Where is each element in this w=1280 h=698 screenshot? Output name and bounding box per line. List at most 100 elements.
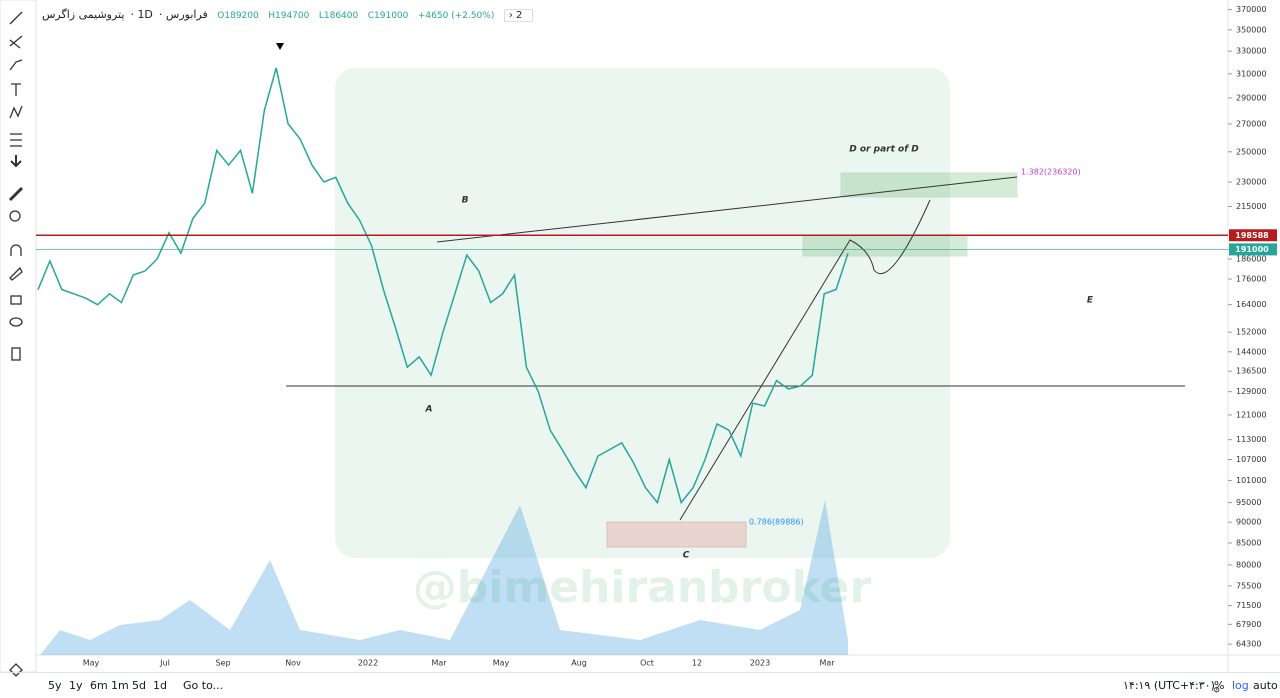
tool-arrow[interactable] <box>10 155 22 168</box>
y-tick-label: 350000 <box>1236 25 1267 34</box>
clock: ۱۴:۱۹ (UTC+۴:۳۰) <box>1123 679 1215 692</box>
y-tick-label: 230000 <box>1236 178 1267 187</box>
price-line <box>37 67 849 505</box>
resistance-box <box>802 234 968 257</box>
range-button[interactable]: 1m <box>111 679 129 692</box>
tool-zoom[interactable] <box>9 210 21 222</box>
tool-eye[interactable] <box>9 317 23 327</box>
annotation: D or part of D <box>849 145 919 155</box>
x-tick-label: May <box>493 659 510 668</box>
x-tick-label: 2022 <box>358 659 378 668</box>
price-marker: 198588 <box>1235 231 1269 240</box>
y-tick-label: 215000 <box>1236 202 1267 211</box>
y-tick-label: 95000 <box>1236 498 1261 507</box>
x-tick-label: Oct <box>640 659 654 668</box>
y-tick-label: 270000 <box>1236 119 1267 128</box>
tool-text[interactable] <box>11 83 21 96</box>
range-button[interactable]: 1y <box>69 679 83 692</box>
y-tick-label: 90000 <box>1236 518 1261 527</box>
log-toggle[interactable]: log <box>1232 679 1249 692</box>
exchange: فرابورس <box>165 8 208 21</box>
indicators-toggle[interactable]: › 2 <box>503 9 534 22</box>
x-tick-label: Nov <box>285 659 301 668</box>
trend-line <box>436 176 1018 243</box>
y-tick-label: 121000 <box>1236 410 1267 419</box>
annotation: C <box>683 551 690 561</box>
settings-icon[interactable]: ⚙ <box>1213 686 1220 695</box>
y-tick-label: 71500 <box>1236 601 1261 610</box>
y-tick-label: 176000 <box>1236 275 1267 284</box>
fib-label: 1.382(236320) <box>1021 168 1081 177</box>
range-button[interactable]: 5y <box>48 679 62 692</box>
y-tick-label: 330000 <box>1236 47 1267 56</box>
tool-magnet[interactable] <box>10 244 22 256</box>
y-tick-label: 290000 <box>1236 93 1267 102</box>
symbol-header: پتروشیمی زاگرس · 1D · فرابورس O189200 H194… <box>42 5 534 22</box>
tool-brush[interactable] <box>9 59 23 71</box>
open: O189200 <box>217 11 259 21</box>
percent-toggle[interactable]: % <box>1214 679 1225 692</box>
x-tick-label: Mar <box>819 659 835 668</box>
tool-lock-draw[interactable] <box>9 266 23 281</box>
tool-predict[interactable] <box>10 133 22 147</box>
tool-lock[interactable] <box>10 295 22 305</box>
interval[interactable]: 1D <box>137 8 153 21</box>
price-marker-bg <box>1229 243 1277 256</box>
y-tick-label: 136500 <box>1236 367 1267 376</box>
range-button[interactable]: 6m <box>90 679 108 692</box>
annotation: E <box>1087 296 1094 306</box>
fib-label: 0.786(89886) <box>749 518 804 527</box>
range-button[interactable]: 5d <box>132 679 146 692</box>
tool-ruler[interactable] <box>8 186 24 202</box>
tool-trendline[interactable] <box>9 11 23 25</box>
high: H194700 <box>268 11 310 21</box>
x-tick-label: 2023 <box>750 659 770 668</box>
x-tick-label: 12 <box>692 659 702 668</box>
y-tick-label: 85000 <box>1236 538 1261 547</box>
y-tick-label: 186000 <box>1236 255 1267 264</box>
price-marker: 191000 <box>1235 245 1269 254</box>
y-tick-label: 129000 <box>1236 387 1267 396</box>
peak-arrow <box>276 43 284 50</box>
x-tick-label: Jul <box>159 659 170 668</box>
close: C191000 <box>367 11 409 21</box>
y-tick-label: 80000 <box>1236 560 1261 569</box>
tool-fib[interactable] <box>9 35 23 49</box>
y-tick-label: 107000 <box>1236 455 1267 464</box>
y-tick-label: 64300 <box>1236 640 1261 649</box>
tool-trash[interactable] <box>11 347 21 361</box>
tool-pattern[interactable] <box>9 105 23 119</box>
y-tick-label: 75500 <box>1236 581 1261 590</box>
change: +4650 (+2.50%) <box>417 11 495 21</box>
watermark-logo <box>335 68 950 558</box>
y-tick-label: 152000 <box>1236 328 1267 337</box>
goto[interactable]: Go to... <box>183 679 224 692</box>
y-tick-label: 370000 <box>1236 5 1267 14</box>
toolbar <box>0 0 37 673</box>
projection-arrow <box>679 199 931 521</box>
y-tick-label: 67900 <box>1236 620 1261 629</box>
annotation: B <box>462 196 469 206</box>
y-tick-label: 113000 <box>1236 435 1267 444</box>
watermark: @bimehiranbroker <box>413 562 872 613</box>
price-marker-bg <box>1229 229 1277 242</box>
bottom-bar: Go to... ۱۴:۱۹ (UTC+۴:۳۰) % log auto 5y 1… <box>0 672 1280 698</box>
tool-layers[interactable] <box>9 663 23 677</box>
y-tick-label: 310000 <box>1236 69 1267 78</box>
annotation: A <box>425 405 433 415</box>
y-tick-label: 250000 <box>1236 147 1267 156</box>
x-tick-label: Sep <box>215 659 230 668</box>
y-tick-label: 144000 <box>1236 347 1267 356</box>
auto-toggle[interactable]: auto <box>1253 679 1278 692</box>
x-tick-label: Aug <box>571 659 587 668</box>
y-tick-label: 164000 <box>1236 300 1267 309</box>
y-tick-label: 101000 <box>1236 476 1267 485</box>
support-box <box>606 521 747 548</box>
indicators-count: 2 <box>516 10 523 21</box>
range-button[interactable]: 1d <box>153 679 167 692</box>
low: L186400 <box>318 11 359 21</box>
symbol[interactable]: پتروشیمی زاگرس <box>42 8 125 21</box>
x-tick-label: Mar <box>431 659 447 668</box>
